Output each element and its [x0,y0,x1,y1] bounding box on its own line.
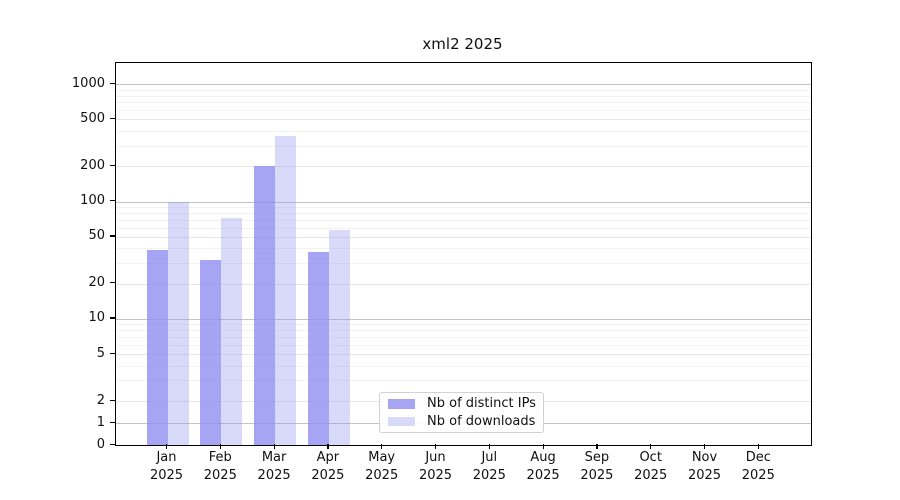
gridline-minor [116,262,811,264]
gridline-minor [116,95,811,97]
bar-nb-of-distinct-ips-apr [307,252,329,445]
y-tick-mark-100 [110,200,115,202]
legend-label-distinct-ips: Nb of distinct IPs [427,396,536,412]
y-tick-label-10: 10 [88,310,105,326]
y-tick-label-1000: 1000 [71,75,105,91]
legend-swatch-downloads [388,416,415,426]
x-tick-label-may: May 2025 [365,450,399,483]
x-tick-mark-mar [273,444,275,449]
x-tick-mark-dec [757,444,759,449]
y-tick-mark-200 [110,164,115,166]
gridline-minor [116,102,811,104]
y-tick-mark-2 [110,399,115,401]
gridline-10 [116,318,811,320]
y-tick-label-2: 2 [96,392,105,408]
legend-item-downloads: Nb of downloads [386,414,537,429]
bar-nb-of-downloads-feb [221,218,243,445]
y-tick-label-200: 200 [80,157,105,173]
gridline-minor [116,130,811,132]
x-tick-mark-feb [219,444,221,449]
gridline-minor [116,365,811,367]
bar-nb-of-downloads-mar [275,136,297,445]
gridline-minor [116,206,811,208]
bar-nb-of-downloads-apr [328,230,350,445]
x-tick-label-dec: Dec 2025 [741,450,775,483]
x-tick-mark-may [381,444,383,449]
gridline-minor [116,227,811,229]
chart-title: xml2 2025 [422,35,503,53]
gridline-minor [116,110,811,112]
gridline-minor [116,219,811,221]
gridline-50 [116,236,811,238]
x-tick-mark-oct [650,444,652,449]
bar-nb-of-downloads-jan [167,201,189,445]
x-tick-mark-jan [166,444,168,449]
y-tick-label-50: 50 [88,228,105,244]
y-tick-mark-20 [110,282,115,284]
x-tick-label-aug: Aug 2025 [526,450,560,483]
gridline-minor [116,324,811,326]
x-tick-label-apr: Apr 2025 [311,450,345,483]
bar-nb-of-distinct-ips-feb [200,259,222,445]
y-tick-label-1: 1 [96,414,105,430]
gridline-minor [116,89,811,91]
y-tick-mark-1000 [110,82,115,84]
y-tick-label-100: 100 [80,193,105,209]
x-tick-label-mar: Mar 2025 [257,450,291,483]
y-tick-mark-10 [110,317,115,319]
x-tick-mark-jul [488,444,490,449]
y-tick-label-20: 20 [88,275,105,291]
gridline-minor [116,212,811,214]
bar-nb-of-distinct-ips-jan [146,249,168,445]
y-tick-mark-50 [110,235,115,237]
gridline-minor [116,330,811,332]
x-tick-label-sep: Sep 2025 [580,450,614,483]
legend-swatch-distinct-ips [388,399,415,409]
gridline-1000 [116,84,811,86]
y-tick-mark-1 [110,421,115,423]
x-tick-label-jul: Jul 2025 [472,450,506,483]
x-tick-label-nov: Nov 2025 [687,450,722,483]
x-tick-label-feb: Feb 2025 [203,450,237,483]
bar-nb-of-distinct-ips-mar [254,166,276,445]
x-tick-mark-jun [435,444,437,449]
gridline-100 [116,201,811,203]
gridline-500 [116,119,811,121]
gridline-minor [116,344,811,346]
gridline-minor [116,145,811,147]
gridline-5 [116,354,811,356]
plot-area [115,62,812,446]
y-tick-mark-5 [110,352,115,354]
x-tick-mark-aug [542,444,544,449]
x-tick-mark-nov [704,444,706,449]
y-tick-label-500: 500 [80,110,105,126]
legend: Nb of distinct IPs Nb of downloads [379,392,544,433]
y-tick-label-0: 0 [96,436,105,452]
x-tick-label-jan: Jan 2025 [149,450,184,483]
legend-label-downloads: Nb of downloads [427,413,536,429]
legend-item-distinct-ips: Nb of distinct IPs [386,396,537,411]
gridline-20 [116,283,811,285]
gridline-200 [116,166,811,168]
y-tick-label-5: 5 [96,345,105,361]
x-tick-mark-apr [327,444,329,449]
y-tick-mark-500 [110,117,115,120]
y-tick-mark-0 [110,443,115,445]
gridline-minor [116,337,811,339]
x-tick-label-oct: Oct 2025 [634,450,668,483]
x-tick-mark-sep [596,444,598,449]
x-tick-label-jun: Jun 2025 [418,450,453,483]
gridline-minor [116,380,811,382]
gridline-minor [116,248,811,250]
